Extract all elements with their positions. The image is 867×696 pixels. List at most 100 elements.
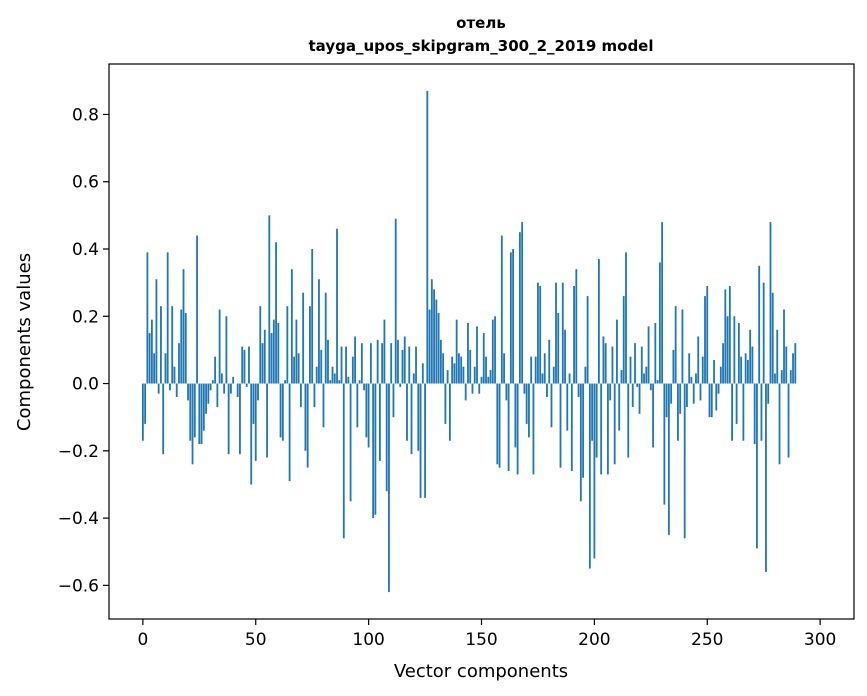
bar xyxy=(537,282,539,384)
bar xyxy=(464,383,467,401)
plot-frame xyxy=(108,63,855,620)
bar xyxy=(604,343,607,384)
bar xyxy=(672,349,675,384)
bar xyxy=(550,383,553,428)
bar xyxy=(374,383,377,515)
bar xyxy=(618,383,621,431)
bar xyxy=(494,316,496,384)
bar xyxy=(645,366,648,384)
bar xyxy=(236,383,239,397)
bar xyxy=(607,383,609,475)
y-tick-label: −0.6 xyxy=(58,576,99,596)
bar xyxy=(383,319,386,384)
bar xyxy=(715,383,718,411)
bar xyxy=(401,349,404,384)
bar xyxy=(539,286,542,384)
bar xyxy=(665,383,668,418)
bar xyxy=(187,383,189,401)
bar xyxy=(591,383,594,441)
bar xyxy=(239,383,241,455)
bar xyxy=(787,383,790,458)
bar xyxy=(318,279,320,384)
bar xyxy=(437,312,440,384)
bar xyxy=(295,319,298,384)
bar xyxy=(257,383,259,401)
bar xyxy=(489,370,492,384)
bar xyxy=(686,383,688,408)
x-tick-label: 300 xyxy=(804,630,836,650)
bar xyxy=(462,366,465,384)
bar xyxy=(713,360,715,384)
bar xyxy=(701,356,704,384)
bar xyxy=(609,383,612,401)
bar xyxy=(785,346,788,384)
bars-group xyxy=(141,90,797,593)
bar xyxy=(534,356,537,384)
x-tick-label: 250 xyxy=(691,630,723,650)
bar xyxy=(171,306,174,384)
bar xyxy=(776,329,779,384)
bar xyxy=(302,292,305,384)
bar xyxy=(487,376,490,384)
bar xyxy=(478,383,481,394)
bar xyxy=(379,383,381,461)
bar xyxy=(794,343,797,384)
x-tick-label: 100 xyxy=(352,630,384,650)
bar xyxy=(315,366,318,384)
bar xyxy=(616,319,618,384)
bar xyxy=(674,306,677,384)
bar xyxy=(503,353,505,384)
bar xyxy=(243,349,246,384)
bar xyxy=(381,343,384,384)
bar xyxy=(528,383,530,438)
bar xyxy=(220,373,223,384)
bar xyxy=(446,370,449,384)
bar xyxy=(421,363,424,384)
x-tick-label: 0 xyxy=(137,630,148,650)
bar xyxy=(385,383,388,492)
bar xyxy=(780,370,783,384)
bar xyxy=(448,383,451,441)
bar xyxy=(288,383,291,482)
bar xyxy=(731,383,733,441)
bar xyxy=(652,383,654,448)
bar xyxy=(453,363,456,384)
bar xyxy=(521,222,524,384)
x-tick-label: 200 xyxy=(578,630,610,650)
bar xyxy=(245,383,248,387)
bar xyxy=(514,383,517,448)
bar xyxy=(548,339,551,384)
bar xyxy=(573,286,575,384)
bar xyxy=(225,316,228,384)
bar xyxy=(498,383,501,468)
bar xyxy=(699,383,702,401)
bar xyxy=(430,279,433,384)
y-tick-label: 0.8 xyxy=(72,105,99,125)
bar xyxy=(667,383,670,535)
bar xyxy=(277,323,280,384)
bar xyxy=(290,269,293,384)
x-tick-label: 150 xyxy=(465,630,497,650)
bar xyxy=(588,383,591,569)
bar xyxy=(593,383,596,559)
bar xyxy=(634,343,636,384)
bar xyxy=(679,383,682,414)
bar xyxy=(663,383,666,505)
y-tick-label: −0.4 xyxy=(58,509,99,529)
bar xyxy=(726,316,729,384)
bar xyxy=(218,309,221,384)
bar xyxy=(349,383,352,502)
bar xyxy=(309,306,311,384)
bar xyxy=(397,339,399,384)
bar xyxy=(722,343,724,384)
bar xyxy=(783,309,785,384)
bar xyxy=(333,373,336,384)
y-axis-ticks: −0.6 −0.4 −0.2 0.0 0.2 0.4 0.6 0.8 xyxy=(58,105,109,596)
bar xyxy=(613,383,616,465)
bar xyxy=(281,383,284,441)
bar xyxy=(631,383,634,408)
bar xyxy=(241,346,244,384)
bar xyxy=(327,339,329,384)
bar xyxy=(406,383,408,441)
